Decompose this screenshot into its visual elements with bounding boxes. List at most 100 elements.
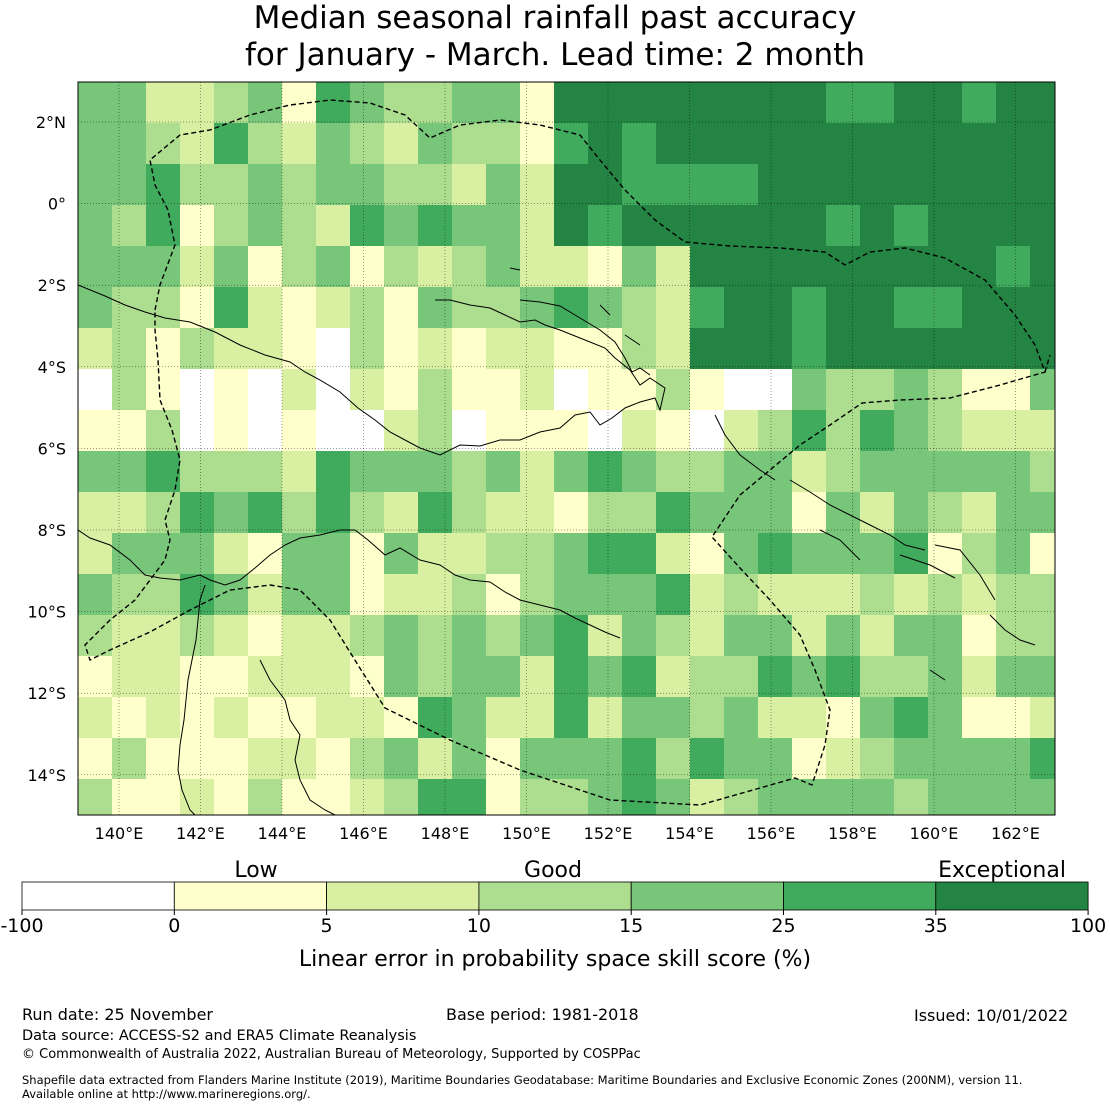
grid-cell xyxy=(418,697,453,739)
eez-boundary xyxy=(84,99,1051,806)
grid-cell xyxy=(520,738,555,780)
grid-cell xyxy=(792,164,827,206)
grid-cell xyxy=(214,205,249,247)
grid-cell xyxy=(588,779,623,815)
grid-cell xyxy=(486,656,521,698)
grid-cell xyxy=(452,164,487,206)
grid-cell xyxy=(656,328,691,370)
grid-cell xyxy=(690,123,725,165)
grid-cell xyxy=(826,328,861,370)
grid-cell xyxy=(758,738,793,780)
grid-cell xyxy=(282,123,317,165)
grid-cell xyxy=(78,615,113,657)
colorbar-swatch xyxy=(326,881,480,911)
grid-cell xyxy=(78,82,113,124)
grid-cell xyxy=(962,287,997,329)
grid-cell xyxy=(248,369,283,411)
grid-cell xyxy=(724,205,759,247)
grid-cell xyxy=(316,164,351,206)
grid-cell xyxy=(724,533,759,575)
grid-cell xyxy=(520,205,555,247)
grid-cell xyxy=(418,328,453,370)
grid-cell xyxy=(452,205,487,247)
grid-cell xyxy=(962,328,997,370)
grid-cell xyxy=(962,574,997,616)
grid-cell xyxy=(316,246,351,288)
grid-cell xyxy=(588,246,623,288)
grid-cell xyxy=(214,779,249,815)
grid-cell xyxy=(656,287,691,329)
grid-cell xyxy=(78,205,113,247)
grid-cell xyxy=(520,779,555,815)
grid-cell xyxy=(180,328,215,370)
grid-cell xyxy=(860,533,895,575)
grid-cell xyxy=(996,287,1031,329)
grid-cell xyxy=(860,410,895,452)
grid-cell xyxy=(214,656,249,698)
grid-cell xyxy=(418,82,453,124)
grid-cell xyxy=(214,615,249,657)
grid-cell xyxy=(248,287,283,329)
grid-cell xyxy=(724,82,759,124)
grid-cell xyxy=(78,492,113,534)
grid-cell xyxy=(928,492,963,534)
grid-cell xyxy=(588,738,623,780)
grid-cell xyxy=(792,82,827,124)
longitude-tick-label: 152°E xyxy=(584,824,633,843)
grid-cell xyxy=(656,615,691,657)
grid-cell xyxy=(316,779,351,815)
grid-cell xyxy=(520,492,555,534)
grid-cell xyxy=(554,287,589,329)
grid-cell xyxy=(962,533,997,575)
solomons-eez-line xyxy=(1044,354,1051,373)
grid-cell xyxy=(78,533,113,575)
grid-cell xyxy=(316,123,351,165)
grid-cell xyxy=(384,123,419,165)
grid-cell xyxy=(860,328,895,370)
grid-cell xyxy=(758,533,793,575)
grid-cell xyxy=(792,328,827,370)
longitude-tick-label: 158°E xyxy=(828,824,877,843)
colorbar-tick-label: 0 xyxy=(168,915,180,937)
grid-cell xyxy=(554,82,589,124)
grid-cell xyxy=(962,82,997,124)
grid-cell xyxy=(520,410,555,452)
grid-cell xyxy=(724,779,759,815)
grid-cell xyxy=(384,533,419,575)
grid-cell xyxy=(724,656,759,698)
colorbar-swatch xyxy=(173,881,328,911)
longitude-tick-label: 144°E xyxy=(258,824,307,843)
grid-cell xyxy=(146,123,181,165)
grid-cell xyxy=(860,164,895,206)
colorbar-tick-label: 5 xyxy=(321,915,333,937)
grid-cell xyxy=(112,533,147,575)
grid-cell xyxy=(690,246,725,288)
grid-cell xyxy=(282,697,317,739)
grid-cell xyxy=(554,738,589,780)
grid-cell xyxy=(962,205,997,247)
colorbar-tick-label: 15 xyxy=(619,915,643,937)
grid-cell xyxy=(112,656,147,698)
grid-cell xyxy=(724,615,759,657)
grid-cell xyxy=(894,164,929,206)
grid-cell xyxy=(316,451,351,493)
grid-cell xyxy=(1030,779,1055,815)
grid-cell xyxy=(316,369,351,411)
grid-cell xyxy=(724,164,759,206)
grid-cell xyxy=(112,697,147,739)
grid-cell xyxy=(928,328,963,370)
grid-cell xyxy=(622,738,657,780)
grid-cell xyxy=(418,615,453,657)
grid-cell xyxy=(316,410,351,452)
grid-cell xyxy=(452,779,487,815)
grid-cell xyxy=(928,410,963,452)
grid-cell xyxy=(860,574,895,616)
grid-cell xyxy=(554,410,589,452)
grid-cell xyxy=(656,574,691,616)
grid-cell xyxy=(928,533,963,575)
grid-cell xyxy=(418,492,453,534)
grid-cell xyxy=(112,82,147,124)
grid-cell xyxy=(248,533,283,575)
grid-cell xyxy=(928,369,963,411)
grid-cell xyxy=(826,656,861,698)
